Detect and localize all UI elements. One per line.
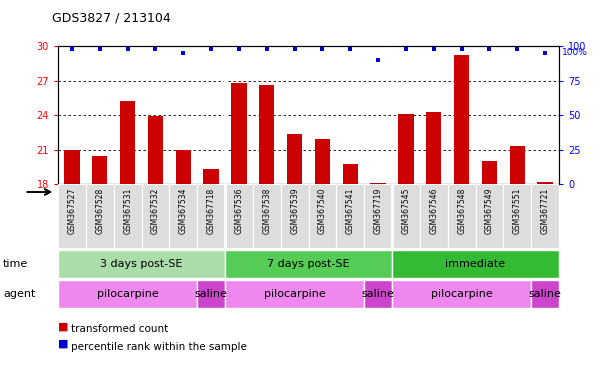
Bar — [253, 184, 280, 248]
Text: pilocarpine: pilocarpine — [264, 289, 326, 299]
Text: GDS3827 / 213104: GDS3827 / 213104 — [52, 12, 170, 25]
Bar — [280, 184, 309, 248]
Bar — [120, 101, 135, 184]
Bar — [503, 184, 531, 248]
Bar — [420, 184, 448, 248]
Bar — [232, 83, 247, 184]
Point — [207, 46, 216, 52]
Bar — [197, 280, 225, 308]
Point — [513, 46, 522, 52]
Bar — [454, 55, 469, 184]
Bar — [259, 85, 274, 184]
Text: time: time — [3, 259, 28, 269]
Bar — [398, 114, 414, 184]
Bar — [197, 184, 225, 248]
Point — [123, 46, 133, 52]
Bar — [58, 184, 86, 248]
Bar — [392, 250, 559, 278]
Bar — [175, 150, 191, 184]
Point — [262, 46, 272, 52]
Bar — [142, 184, 169, 248]
Text: immediate: immediate — [445, 259, 506, 269]
Text: GSM367540: GSM367540 — [318, 187, 327, 234]
Point — [373, 57, 383, 63]
Point — [485, 46, 494, 52]
Bar — [114, 184, 142, 248]
Text: GSM367532: GSM367532 — [151, 187, 160, 234]
Text: GSM367718: GSM367718 — [207, 187, 216, 234]
Point — [401, 46, 411, 52]
Bar — [392, 184, 420, 248]
Bar — [531, 280, 559, 308]
Text: GSM367539: GSM367539 — [290, 187, 299, 234]
Text: GSM367719: GSM367719 — [374, 187, 382, 234]
Bar — [169, 184, 197, 248]
Bar — [426, 112, 442, 184]
Point — [150, 46, 160, 52]
Text: GSM367531: GSM367531 — [123, 187, 132, 234]
Text: GSM367528: GSM367528 — [95, 187, 104, 234]
Text: GSM367545: GSM367545 — [401, 187, 411, 234]
Bar — [58, 250, 225, 278]
Text: GSM367538: GSM367538 — [262, 187, 271, 234]
Point — [178, 50, 188, 56]
Text: GSM367527: GSM367527 — [67, 187, 76, 234]
Text: GSM367548: GSM367548 — [457, 187, 466, 234]
Bar — [538, 182, 553, 184]
Text: GSM367536: GSM367536 — [235, 187, 243, 234]
Text: GSM367546: GSM367546 — [430, 187, 438, 234]
Bar — [315, 139, 330, 184]
Text: GSM367534: GSM367534 — [179, 187, 188, 234]
Bar — [370, 183, 386, 184]
Bar — [482, 161, 497, 184]
Bar — [364, 184, 392, 248]
Bar — [58, 280, 197, 308]
Point — [318, 46, 327, 52]
Bar — [225, 280, 364, 308]
Text: ■: ■ — [58, 339, 72, 349]
Text: saline: saline — [362, 289, 395, 299]
Text: pilocarpine: pilocarpine — [431, 289, 492, 299]
Text: GSM367721: GSM367721 — [541, 187, 550, 234]
Bar — [531, 184, 559, 248]
Bar — [92, 156, 108, 184]
Bar — [343, 164, 358, 184]
Bar — [337, 184, 364, 248]
Point — [290, 46, 299, 52]
Bar — [309, 184, 337, 248]
Bar — [448, 184, 475, 248]
Text: GSM367541: GSM367541 — [346, 187, 355, 234]
Text: 7 days post-SE: 7 days post-SE — [267, 259, 350, 269]
Bar — [287, 134, 302, 184]
Point — [457, 46, 467, 52]
Bar — [86, 184, 114, 248]
Point — [95, 46, 104, 52]
Text: ■: ■ — [58, 321, 72, 331]
Text: GSM367551: GSM367551 — [513, 187, 522, 234]
Text: transformed count: transformed count — [71, 324, 169, 334]
Text: 3 days post-SE: 3 days post-SE — [100, 259, 183, 269]
Bar — [148, 116, 163, 184]
Text: GSM367549: GSM367549 — [485, 187, 494, 234]
Point — [67, 46, 77, 52]
Text: 100%: 100% — [562, 48, 588, 57]
Point — [345, 46, 355, 52]
Point — [540, 50, 550, 56]
Text: agent: agent — [3, 289, 35, 299]
Bar — [225, 250, 392, 278]
Bar — [64, 150, 79, 184]
Bar — [475, 184, 503, 248]
Bar — [203, 169, 219, 184]
Bar — [225, 184, 253, 248]
Text: pilocarpine: pilocarpine — [97, 289, 158, 299]
Point — [234, 46, 244, 52]
Text: saline: saline — [195, 289, 227, 299]
Point — [429, 46, 439, 52]
Bar — [392, 280, 531, 308]
Bar — [510, 146, 525, 184]
Bar — [364, 280, 392, 308]
Text: saline: saline — [529, 289, 562, 299]
Text: percentile rank within the sample: percentile rank within the sample — [71, 342, 247, 352]
